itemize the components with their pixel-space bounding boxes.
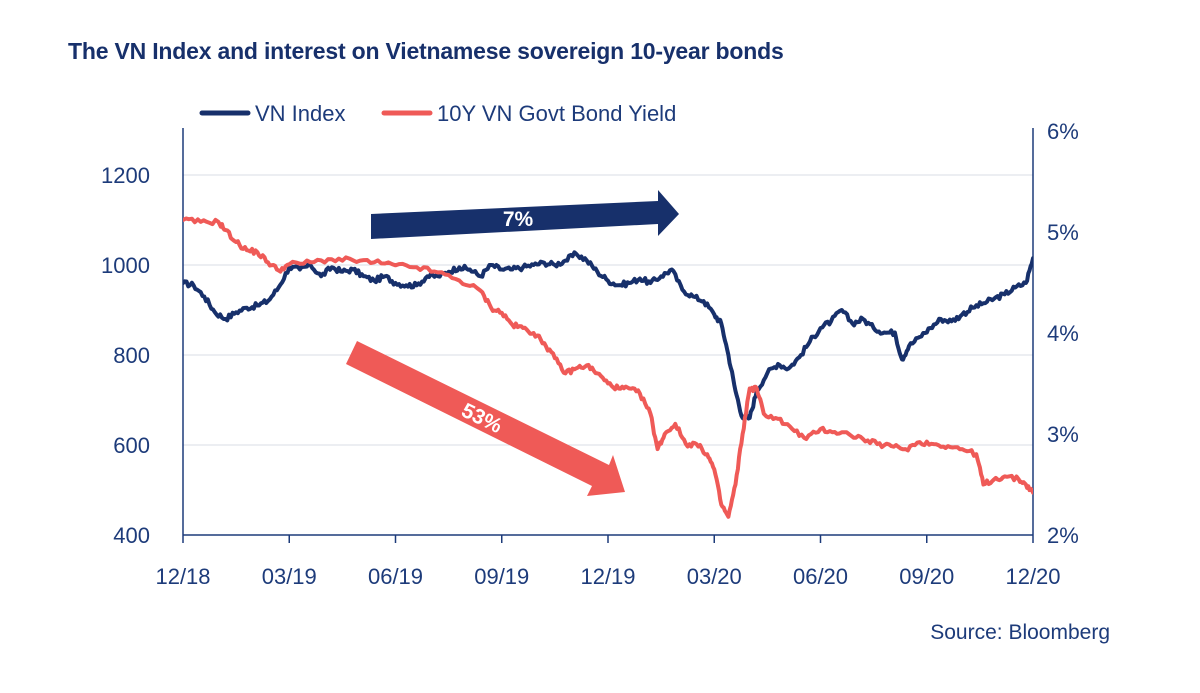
x-tick-label: 03/19 — [262, 564, 317, 589]
annotations: 7%53% — [346, 190, 679, 496]
series-line-bond-yield — [183, 216, 1033, 519]
x-tick-label: 12/19 — [580, 564, 635, 589]
right-tick-label: 4% — [1047, 321, 1079, 346]
series-lines — [183, 216, 1033, 519]
right-tick-label: 5% — [1047, 220, 1079, 245]
legend: VN Index 10Y VN Govt Bond Yield — [199, 101, 676, 126]
x-tick-label: 09/19 — [474, 564, 529, 589]
x-tick-label: 06/19 — [368, 564, 423, 589]
left-tick-label: 600 — [113, 433, 150, 458]
up-arrow-label: 7% — [503, 208, 534, 231]
left-tick-label: 1000 — [101, 253, 150, 278]
left-tick-label: 800 — [113, 343, 150, 368]
legend-label-vn-index: VN Index — [255, 101, 346, 126]
x-tick-label: 09/20 — [899, 564, 954, 589]
series-line-vn-index — [183, 250, 1033, 421]
source-note: Source: Bloomberg — [930, 621, 1110, 644]
x-tick-label: 12/18 — [155, 564, 210, 589]
up-arrow-annotation — [371, 190, 679, 239]
down-arrow-annotation — [346, 341, 625, 496]
left-tick-label: 1200 — [101, 163, 150, 188]
right-tick-label: 6% — [1047, 119, 1079, 144]
legend-label-bond-yield: 10Y VN Govt Bond Yield — [437, 101, 676, 126]
right-tick-label: 2% — [1047, 523, 1079, 548]
axes: 400 600 800 1000 1200 2% 3% 4% 5% 6% 12/18 03/19 06/… — [101, 119, 1079, 589]
x-tick-label: 03/20 — [687, 564, 742, 589]
chart-title: The VN Index and interest on Vietnamese … — [68, 38, 784, 64]
left-tick-label: 400 — [113, 523, 150, 548]
right-tick-label: 3% — [1047, 422, 1079, 447]
x-tick-label: 06/20 — [793, 564, 848, 589]
x-tick-label: 12/20 — [1005, 564, 1060, 589]
